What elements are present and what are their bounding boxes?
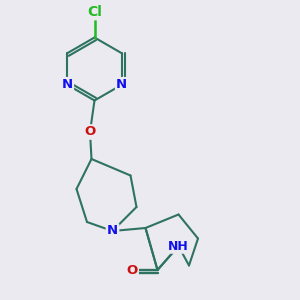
Text: N: N (62, 78, 73, 91)
Text: N: N (107, 224, 118, 238)
Text: NH: NH (168, 239, 189, 253)
Text: Cl: Cl (87, 5, 102, 19)
Text: O: O (126, 263, 138, 277)
Text: N: N (116, 78, 127, 91)
Text: O: O (84, 125, 96, 139)
